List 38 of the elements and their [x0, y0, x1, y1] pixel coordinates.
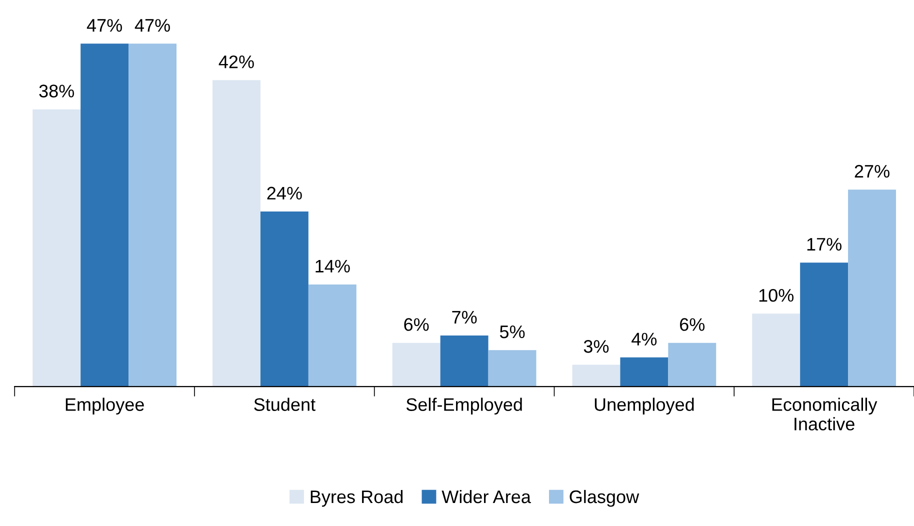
data-label: 42% — [218, 55, 254, 68]
data-label: 14% — [316, 260, 350, 272]
data-label: 5% — [500, 326, 525, 338]
data-label: 17% — [807, 238, 842, 251]
data-label: 10% — [759, 288, 794, 302]
bar — [620, 357, 668, 387]
legend-label: Wider Area — [442, 490, 531, 504]
data-label: 3% — [584, 340, 609, 353]
bar — [440, 336, 488, 387]
bar — [752, 314, 800, 387]
bar — [392, 342, 440, 387]
bar — [848, 190, 896, 387]
data-label: 4% — [632, 332, 657, 346]
x-tick-label: Self-Employed — [406, 398, 522, 415]
bar — [80, 44, 129, 387]
legend-label: Byres Road — [310, 490, 403, 507]
data-label: 6% — [404, 318, 429, 331]
data-label: 27% — [854, 164, 890, 178]
data-label: 6% — [680, 318, 705, 331]
x-tick-label: Unemployed — [594, 398, 694, 415]
bar — [488, 350, 536, 387]
bar — [212, 80, 260, 387]
x-tick-label: Economically Inactive — [772, 398, 878, 430]
data-label: 47% — [86, 19, 122, 32]
bar — [572, 364, 620, 387]
bar — [128, 44, 177, 387]
x-tick-label: Employee — [66, 398, 144, 415]
data-label: 47% — [134, 19, 170, 32]
bar — [800, 262, 848, 387]
bar — [32, 109, 81, 387]
bar — [668, 342, 716, 387]
x-tick-label: Student — [254, 398, 316, 411]
data-label: 38% — [39, 84, 74, 98]
legend-label: Glasgow — [570, 490, 640, 507]
bar — [260, 211, 308, 387]
data-label: 24% — [267, 186, 302, 200]
data-label: 7% — [452, 310, 477, 324]
bar — [308, 284, 356, 387]
